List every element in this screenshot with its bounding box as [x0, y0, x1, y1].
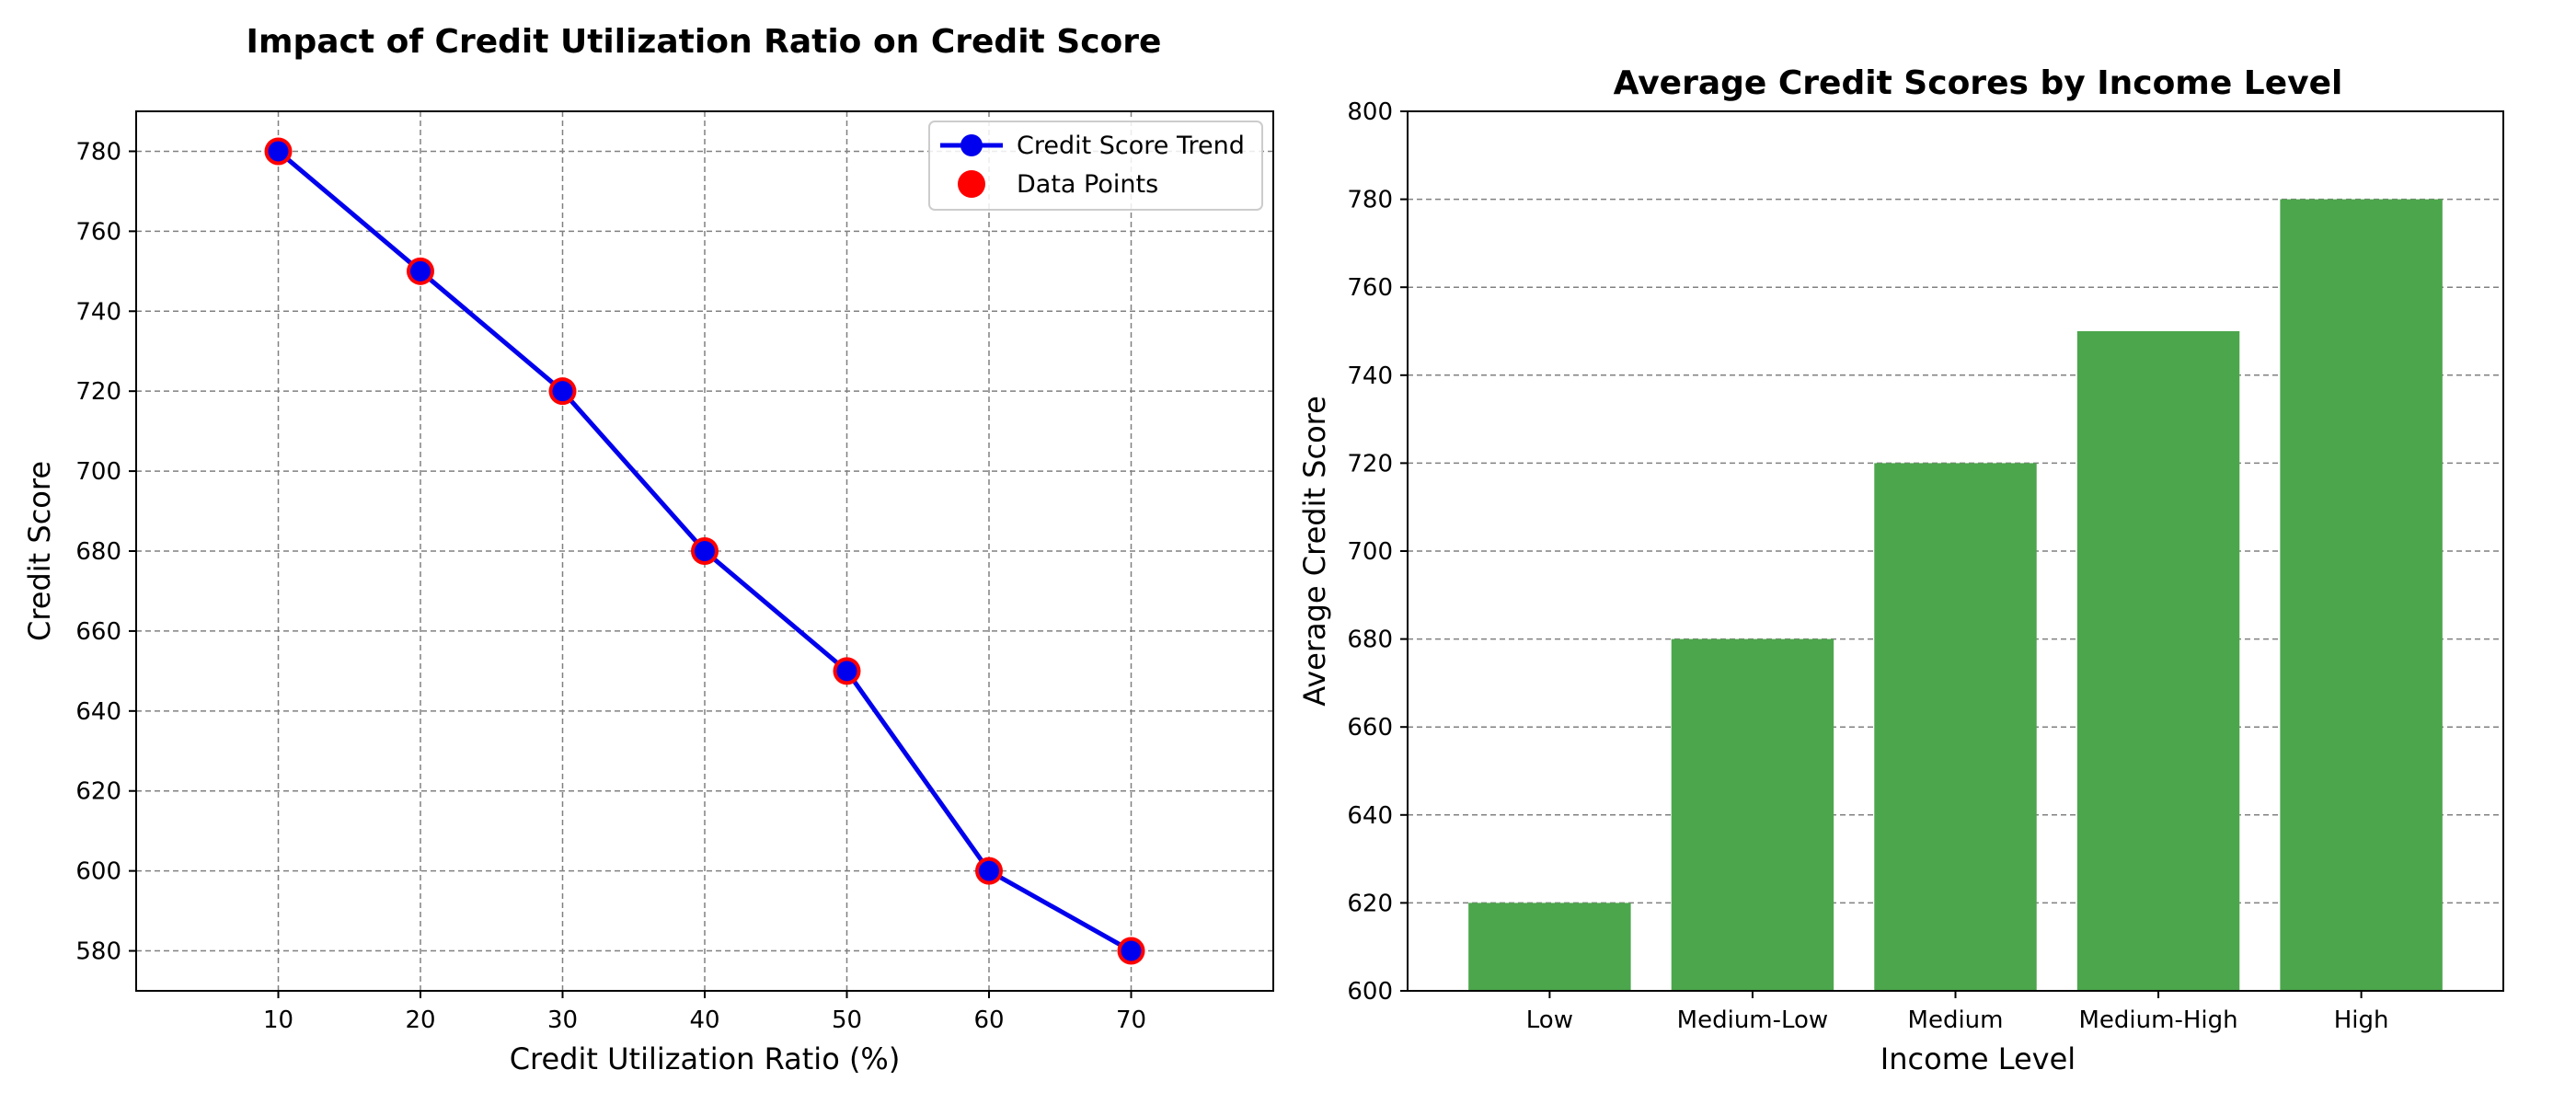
right-chart-title: Average Credit Scores by Income Level [1614, 64, 2343, 102]
left-y-axis-label: Credit Score [22, 461, 57, 641]
right-y-tick-label: 600 [1347, 978, 1393, 1006]
left-x-tick-label: 60 [973, 1006, 1004, 1034]
legend-box [928, 121, 1263, 211]
legend-line-marker [960, 134, 983, 156]
left-chart-title: Impact of Credit Utilization Ratio on Cr… [247, 23, 1162, 61]
legend-label-points: Data Points [1017, 170, 1158, 199]
left-y-tick-label: 700 [75, 458, 121, 486]
income-bar [1874, 463, 2037, 991]
right-x-tick-label: Medium [1908, 1006, 2004, 1034]
right-y-tick-label: 660 [1347, 714, 1393, 742]
left-x-tick-label: 40 [689, 1006, 719, 1034]
legend-point-marker [958, 170, 985, 198]
left-y-tick-label: 740 [75, 298, 121, 326]
right-bars [1468, 199, 2443, 992]
income-bar [1468, 903, 1631, 991]
income-bar [1671, 638, 1834, 991]
left-y-tick-label: 600 [75, 858, 121, 886]
left-y-tick-label: 640 [75, 698, 121, 726]
income-bar [2076, 331, 2240, 991]
right-y-tick-label: 700 [1347, 538, 1393, 566]
trend-marker [268, 141, 289, 162]
right-y-tick-label: 640 [1347, 802, 1393, 830]
left-y-tick-label: 780 [75, 138, 121, 166]
left-plot-frame [135, 110, 1274, 992]
right-y-tick-label: 680 [1347, 627, 1393, 654]
right-y-tick-label: 800 [1347, 98, 1393, 126]
right-y-tick-label: 780 [1347, 187, 1393, 214]
right-x-tick-label: Medium-Low [1677, 1006, 1829, 1034]
trend-marker [979, 860, 999, 881]
right-y-tick-label: 620 [1347, 890, 1393, 917]
income-level-bar-chart: Average Credit Scores by Income Level 60… [1297, 64, 2504, 1076]
trend-marker [552, 381, 573, 402]
right-plot-frame [1407, 110, 2504, 992]
right-x-tick-label: Medium-High [2079, 1006, 2238, 1034]
left-y-tick-label: 620 [75, 778, 121, 806]
right-y-tick-label: 740 [1347, 362, 1393, 390]
right-axis-ticks: 600 620 640 660 680 700 720 740 760 780 800 Low Medi… [1347, 98, 2388, 1034]
right-y-tick-label: 760 [1347, 274, 1393, 302]
trend-marker [410, 260, 431, 282]
right-x-axis-label: Income Level [1880, 1041, 2076, 1076]
left-y-tick-label: 680 [75, 538, 121, 566]
left-x-axis-label: Credit Utilization Ratio (%) [510, 1041, 901, 1076]
left-x-tick-label: 10 [263, 1006, 293, 1034]
left-y-tick-label: 660 [75, 618, 121, 646]
right-x-tick-label: High [2334, 1006, 2389, 1034]
left-gridlines [136, 111, 1273, 991]
left-series-marks [264, 137, 1145, 965]
trend-marker [695, 541, 715, 561]
left-y-tick-label: 760 [75, 218, 121, 246]
left-y-tick-label: 720 [75, 378, 121, 406]
left-x-tick-label: 50 [832, 1006, 862, 1034]
trend-marker [836, 661, 857, 682]
right-x-tick-label: Low [1526, 1006, 1573, 1034]
trend-marker [1121, 940, 1142, 961]
right-y-tick-label: 720 [1347, 450, 1393, 477]
left-x-tick-label: 30 [547, 1006, 578, 1034]
left-legend: Credit Score Trend Data Points [928, 121, 1263, 211]
left-axis-ticks: 580 600 620 640 660 680 700 720 740 760 780 10 20 30 4… [75, 138, 1146, 1034]
left-x-tick-label: 70 [1116, 1006, 1146, 1034]
legend-label-trend: Credit Score Trend [1017, 132, 1245, 160]
right-y-axis-label: Average Credit Score [1297, 396, 1332, 707]
income-bar [2280, 199, 2443, 992]
left-x-tick-label: 20 [405, 1006, 435, 1034]
credit-utilization-line-chart: Impact of Credit Utilization Ratio on Cr… [22, 23, 1274, 1076]
left-y-tick-label: 580 [75, 938, 121, 966]
